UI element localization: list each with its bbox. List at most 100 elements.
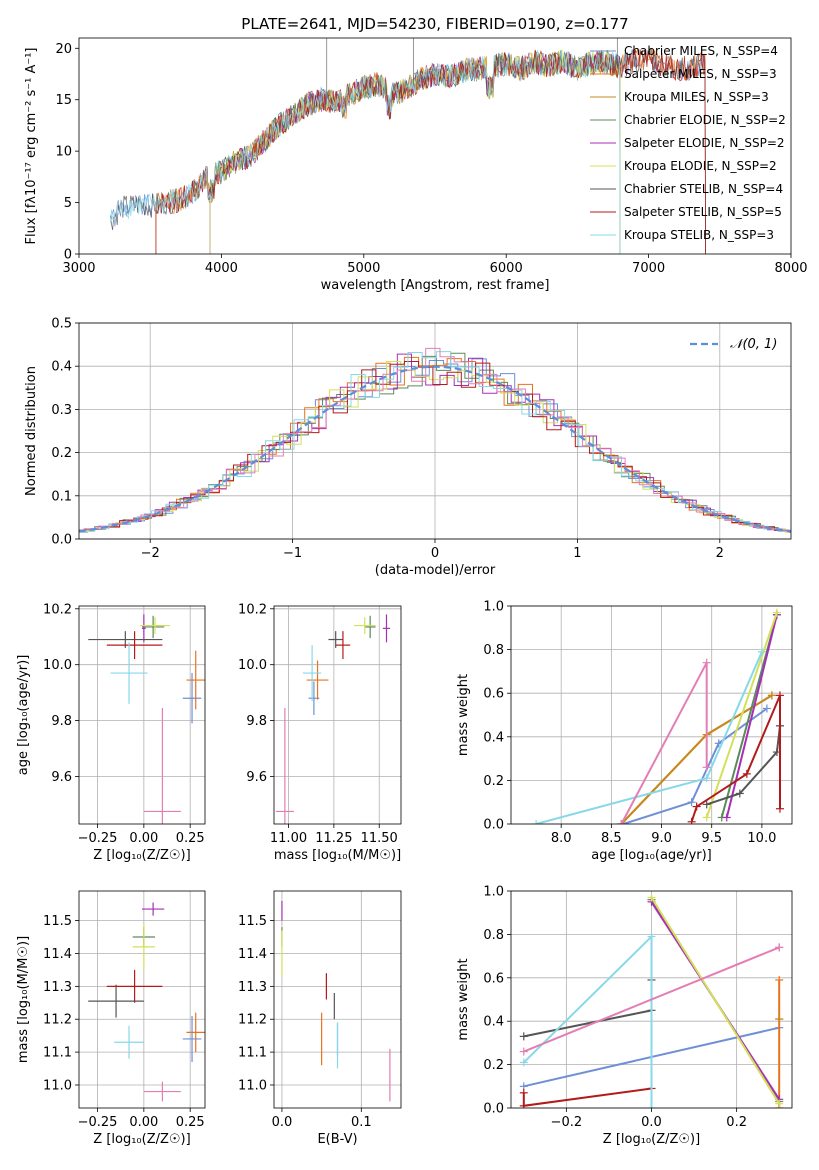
x-tick-label: 0.00 [129, 1115, 158, 1130]
x-axis-label: wavelength [Angstrom, rest frame] [321, 278, 550, 293]
y-axis-label: mass weight [456, 958, 471, 1040]
x-tick-label: 5000 [347, 261, 380, 276]
y-tick-label: 10.2 [238, 602, 267, 617]
x-tick-label: 11.00 [270, 831, 307, 846]
x-tick-label: 10.0 [747, 831, 776, 846]
axes-frame-5 [78, 890, 206, 1109]
x-axis-label: (data-model)/error [375, 563, 496, 578]
y-tick-label: 11.3 [238, 980, 267, 995]
y-tick-label: 11.2 [238, 1013, 267, 1028]
y-tick-label: 0 [64, 248, 72, 263]
axes-frame-0 [78, 37, 792, 255]
y-tick-label: 0.4 [483, 730, 504, 745]
normal-reference-curve [79, 365, 791, 533]
plot-area-2 [88, 614, 205, 824]
y-tick-label: 9.6 [246, 770, 267, 785]
x-tick-label: 0.0 [272, 1115, 293, 1130]
grid-group [79, 322, 791, 540]
y-tick-label: 0.0 [483, 818, 504, 833]
spectrum-series-line [109, 50, 621, 254]
y-tick-label: 0.1 [51, 489, 72, 504]
legend-entry: Chabrier ELODIE, N_SSP=2 [624, 113, 786, 127]
y-tick-label: 11.1 [238, 1046, 267, 1061]
plot-area-0 [109, 38, 706, 254]
x-tick-label: 4000 [205, 261, 238, 276]
spectrum-series-line [109, 49, 706, 254]
y-axis-label: mass [log₁₀(M/M☉)] [16, 936, 31, 1063]
y-tick-label: 0.4 [483, 1015, 504, 1030]
x-axis-label: Z [log₁₀(Z/Z☉)] [93, 1132, 190, 1147]
y-axis-label: mass weight [456, 674, 471, 756]
x-tick-label: 8.5 [601, 831, 622, 846]
y-tick-label: 1.0 [483, 600, 504, 615]
chart-title: PLATE=2641, MJD=54230, FIBERID=0190, z=0… [241, 15, 628, 33]
series-line [522, 1087, 652, 1107]
series-line [705, 612, 778, 818]
y-tick-label: 0.6 [483, 687, 504, 702]
legend-entry: Kroupa STELIB, N_SSP=3 [624, 228, 774, 242]
x-tick-label: 0 [431, 546, 439, 561]
x-tick-label: 2 [716, 546, 724, 561]
y-tick-label: 10.0 [43, 658, 72, 673]
legend-entry: Salpeter STELIB, N_SSP=5 [624, 205, 782, 219]
plot-area-4 [532, 608, 784, 824]
legend-entry: Chabrier MILES, N_SSP=4 [624, 44, 778, 58]
axes-frame-3 [273, 605, 402, 825]
x-tick-label: 0.25 [176, 831, 205, 846]
y-tick-label: 0.0 [51, 533, 72, 548]
series-line [650, 896, 781, 1105]
legend-entry: Chabrier STELIB, N_SSP=4 [624, 182, 783, 196]
y-axis-label: Normed distribution [24, 366, 39, 496]
y-tick-label: 0.6 [483, 971, 504, 986]
y-tick-label: 11.3 [43, 980, 72, 995]
x-tick-label: 11.25 [315, 831, 352, 846]
legend-entry: Salpeter ELODIE, N_SSP=2 [624, 136, 785, 150]
x-tick-label: −2 [141, 546, 160, 561]
plot-area-6 [281, 900, 391, 1102]
spectrum-series-line [155, 50, 621, 254]
y-tick-label: 0.8 [483, 928, 504, 943]
grid-group [79, 891, 205, 1108]
x-tick-label: 0.0 [641, 1115, 662, 1130]
y-tick-label: 15 [55, 93, 72, 108]
x-tick-label: −1 [283, 546, 302, 561]
y-tick-label: 11.0 [43, 1078, 72, 1093]
x-tick-label: 0.25 [176, 1115, 205, 1130]
y-tick-label: 9.8 [51, 714, 72, 729]
y-tick-label: 10.0 [238, 658, 267, 673]
y-tick-label: 10.2 [43, 602, 72, 617]
plot-area-1 [79, 347, 791, 533]
y-tick-label: 0.2 [51, 446, 72, 461]
axes-frame-2 [78, 605, 206, 825]
plot-area-7 [519, 893, 784, 1108]
x-tick-label: 6000 [490, 261, 523, 276]
x-axis-label: Z [log₁₀(Z/Z☉)] [603, 1132, 700, 1147]
x-tick-label: 1 [573, 546, 581, 561]
x-tick-label: 9.0 [651, 831, 672, 846]
y-tick-label: 1.0 [483, 885, 504, 900]
y-tick-label: 11.1 [43, 1046, 72, 1061]
x-tick-label: 9.5 [701, 831, 722, 846]
x-tick-label: −0.25 [78, 831, 118, 846]
y-tick-label: 0.8 [483, 643, 504, 658]
y-tick-label: 10 [55, 145, 72, 160]
x-tick-label: 3000 [62, 261, 95, 276]
spectrum-series-line [109, 47, 706, 254]
axes-frame-4 [510, 605, 793, 825]
series-line [620, 662, 708, 824]
x-tick-label: 11.50 [361, 831, 398, 846]
y-tick-label: 11.4 [238, 947, 267, 962]
plot-area-5 [88, 902, 205, 1102]
series-line [725, 614, 778, 818]
y-tick-label: 5 [64, 196, 72, 211]
legend-entry: Kroupa MILES, N_SSP=3 [624, 90, 769, 104]
y-tick-label: 0.5 [51, 317, 72, 332]
x-tick-label: 7000 [632, 261, 665, 276]
y-tick-label: 11.0 [238, 1078, 267, 1093]
y-tick-label: 11.2 [43, 1013, 72, 1028]
grid-group [79, 606, 205, 824]
y-tick-label: 9.8 [246, 714, 267, 729]
grid-group [274, 891, 401, 1108]
x-axis-label: age [log₁₀(age/yr)] [591, 848, 712, 863]
